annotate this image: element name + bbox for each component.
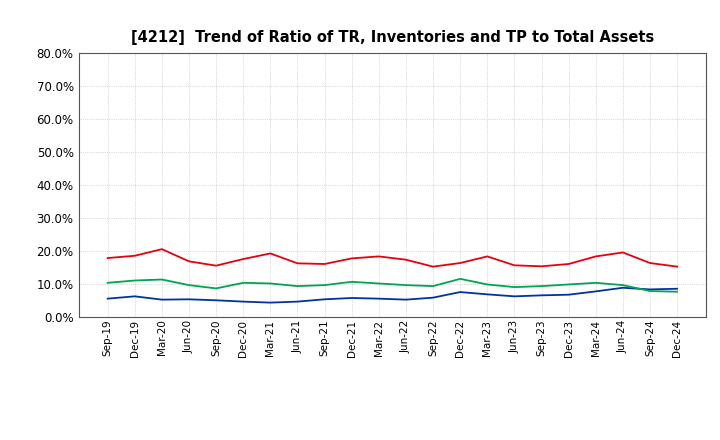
Trade Receivables xyxy=(185,259,194,264)
Trade Receivables xyxy=(266,251,275,256)
Trade Payables xyxy=(320,282,329,288)
Trade Payables xyxy=(510,284,518,290)
Trade Receivables xyxy=(591,254,600,259)
Inventories xyxy=(646,287,654,292)
Trade Receivables xyxy=(618,250,627,255)
Trade Payables xyxy=(130,278,139,283)
Trade Payables xyxy=(456,276,464,282)
Inventories xyxy=(456,290,464,295)
Inventories xyxy=(510,294,518,299)
Trade Receivables xyxy=(402,257,410,262)
Inventories xyxy=(564,292,573,297)
Trade Payables xyxy=(212,286,220,291)
Inventories xyxy=(348,295,356,301)
Inventories xyxy=(239,299,248,304)
Inventories xyxy=(428,295,437,300)
Trade Receivables xyxy=(564,261,573,267)
Trade Receivables xyxy=(537,264,546,269)
Inventories xyxy=(672,286,681,291)
Inventories xyxy=(158,297,166,302)
Inventories xyxy=(591,289,600,294)
Inventories xyxy=(618,285,627,290)
Inventories xyxy=(212,297,220,303)
Trade Receivables xyxy=(428,264,437,269)
Trade Receivables xyxy=(348,256,356,261)
Title: [4212]  Trend of Ratio of TR, Inventories and TP to Total Assets: [4212] Trend of Ratio of TR, Inventories… xyxy=(131,29,654,45)
Inventories xyxy=(293,299,302,304)
Trade Payables xyxy=(591,280,600,286)
Line: Trade Receivables: Trade Receivables xyxy=(108,249,677,267)
Inventories xyxy=(537,293,546,298)
Trade Payables xyxy=(402,282,410,288)
Line: Inventories: Inventories xyxy=(108,288,677,303)
Inventories xyxy=(320,297,329,302)
Trade Payables xyxy=(293,283,302,289)
Trade Receivables xyxy=(239,257,248,262)
Inventories xyxy=(402,297,410,302)
Trade Payables xyxy=(672,289,681,294)
Trade Payables xyxy=(374,281,383,286)
Trade Payables xyxy=(348,279,356,284)
Trade Receivables xyxy=(212,263,220,268)
Trade Payables xyxy=(185,282,194,288)
Trade Receivables xyxy=(672,264,681,269)
Trade Payables xyxy=(266,281,275,286)
Inventories xyxy=(266,300,275,305)
Trade Receivables xyxy=(510,263,518,268)
Trade Receivables xyxy=(646,260,654,266)
Trade Payables xyxy=(428,283,437,289)
Trade Payables xyxy=(158,277,166,282)
Trade Payables xyxy=(618,282,627,288)
Trade Receivables xyxy=(158,246,166,252)
Inventories xyxy=(374,296,383,301)
Trade Receivables xyxy=(293,260,302,266)
Trade Receivables xyxy=(104,255,112,260)
Trade Payables xyxy=(537,283,546,289)
Trade Payables xyxy=(646,289,654,294)
Inventories xyxy=(483,292,492,297)
Trade Payables xyxy=(564,282,573,287)
Trade Receivables xyxy=(456,260,464,266)
Trade Payables xyxy=(483,282,492,287)
Trade Payables xyxy=(104,280,112,286)
Trade Receivables xyxy=(130,253,139,258)
Line: Trade Payables: Trade Payables xyxy=(108,279,677,292)
Trade Receivables xyxy=(483,254,492,259)
Trade Payables xyxy=(239,280,248,286)
Trade Receivables xyxy=(320,261,329,267)
Inventories xyxy=(104,296,112,301)
Inventories xyxy=(185,297,194,302)
Trade Receivables xyxy=(374,254,383,259)
Inventories xyxy=(130,294,139,299)
